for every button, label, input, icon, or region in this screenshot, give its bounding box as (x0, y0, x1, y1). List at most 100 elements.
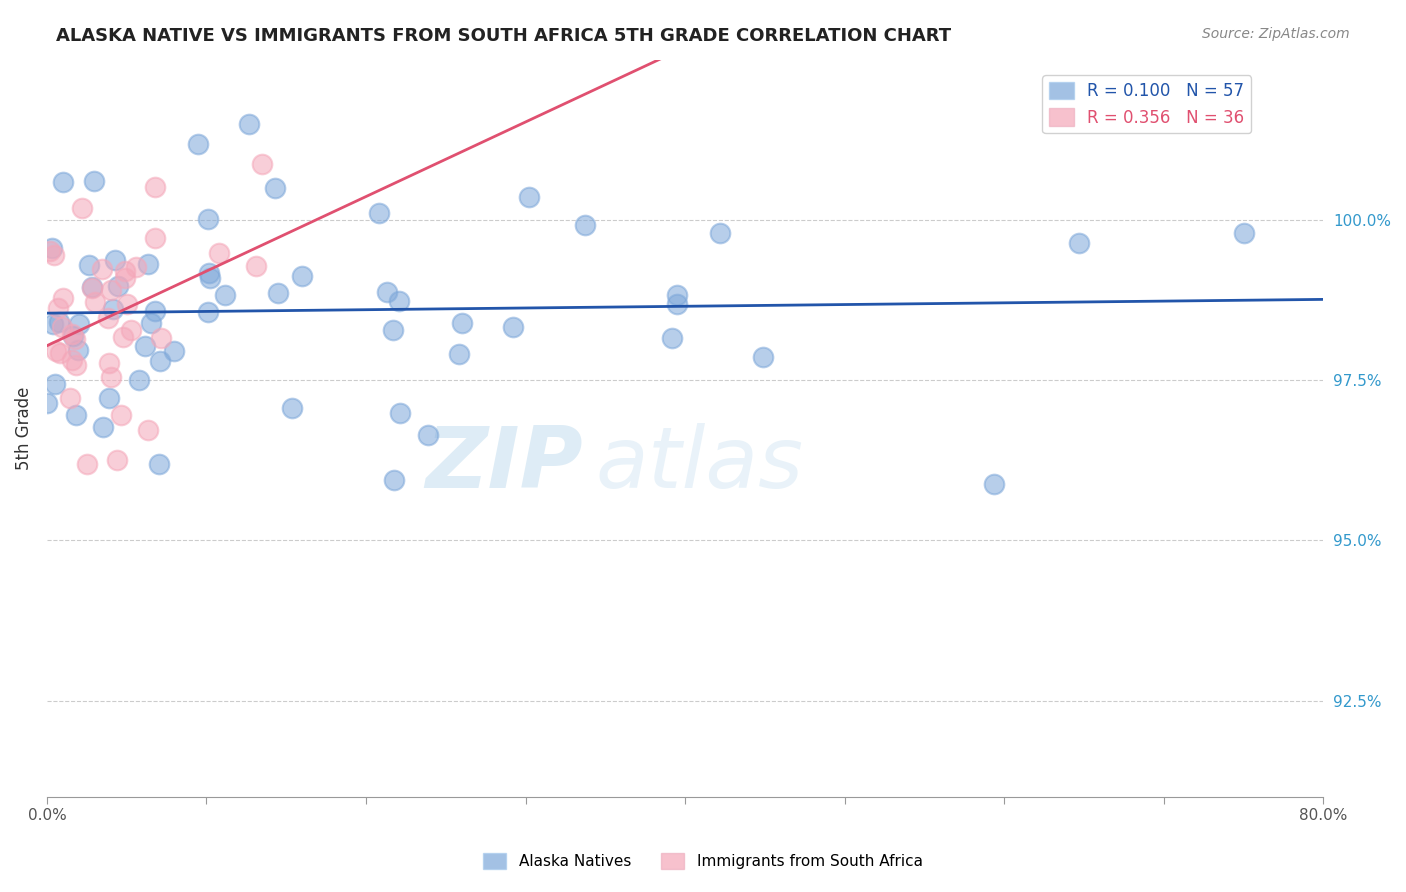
Point (368, 206, 391, 220)
Point (100, 283, 122, 297)
Point (77, 258, 100, 272)
Point (62, 328, 84, 343)
Point (42, 317, 65, 331)
Point (148, 457, 170, 471)
Point (100, 370, 122, 384)
Point (143, 230, 166, 244)
Point (52, 175, 75, 189)
Point (63, 332, 86, 346)
Point (388, 406, 411, 420)
Point (150, 331, 173, 345)
Point (98, 356, 121, 370)
Point (245, 259, 267, 273)
Point (381, 323, 404, 337)
Point (128, 373, 150, 387)
Point (84, 294, 107, 309)
Point (134, 339, 156, 353)
Point (208, 245, 231, 260)
Point (52, 291, 75, 305)
Point (267, 286, 290, 301)
Point (665, 297, 688, 311)
Point (70, 201, 93, 215)
Point (238, 117, 260, 131)
Point (187, 136, 209, 151)
Point (139, 317, 162, 331)
Point (200, 271, 222, 285)
Point (41, 241, 63, 255)
Text: ALASKA NATIVE VS IMMIGRANTS FROM SOUTH AFRICA 5TH GRADE CORRELATION CHART: ALASKA NATIVE VS IMMIGRANTS FROM SOUTH A… (56, 27, 952, 45)
Point (90, 261, 112, 276)
Legend: Alaska Natives, Immigrants from South Africa: Alaska Natives, Immigrants from South Af… (477, 847, 929, 875)
Point (111, 330, 134, 344)
Point (48, 315, 70, 329)
Point (382, 473, 405, 487)
Point (44, 376, 66, 391)
Point (661, 331, 683, 345)
Point (197, 212, 219, 227)
Point (125, 260, 148, 274)
Point (110, 408, 132, 422)
Point (416, 428, 439, 442)
Point (105, 452, 128, 467)
Point (120, 323, 142, 337)
Text: Source: ZipAtlas.com: Source: ZipAtlas.com (1202, 27, 1350, 41)
Point (83, 174, 105, 188)
Point (97, 311, 120, 326)
Text: ZIP: ZIP (426, 424, 583, 507)
Point (91, 419, 114, 434)
Point (48, 346, 70, 360)
Point (51, 320, 73, 334)
Point (82, 279, 104, 293)
Point (983, 477, 1005, 491)
Point (69, 317, 91, 331)
Point (291, 268, 314, 283)
Point (60, 326, 83, 341)
Point (163, 343, 186, 358)
Point (751, 350, 773, 364)
Point (101, 301, 124, 316)
Point (38, 244, 60, 259)
Point (709, 226, 731, 240)
Point (76, 457, 98, 471)
Point (388, 293, 411, 308)
Point (104, 252, 127, 267)
Point (197, 305, 219, 319)
Point (44, 248, 66, 262)
Point (114, 270, 136, 285)
Point (574, 219, 596, 233)
Point (136, 423, 159, 437)
Y-axis label: 5th Grade: 5th Grade (15, 386, 32, 470)
Point (1232, 227, 1254, 241)
Point (250, 157, 273, 171)
Point (65, 359, 87, 373)
Legend: R = 0.100   N = 57, R = 0.356   N = 36: R = 0.100 N = 57, R = 0.356 N = 36 (1042, 75, 1251, 133)
Point (280, 401, 302, 416)
Point (502, 319, 524, 334)
Point (66, 343, 89, 357)
Point (665, 288, 688, 302)
Point (1067, 236, 1090, 251)
Point (45, 344, 67, 359)
Point (114, 264, 136, 278)
Point (138, 257, 160, 271)
Point (375, 285, 398, 299)
Point (143, 304, 166, 318)
Point (35, 396, 58, 410)
Point (214, 287, 236, 301)
Point (149, 353, 172, 368)
Point (107, 279, 129, 293)
Point (117, 297, 139, 311)
Point (80, 281, 103, 295)
Point (519, 189, 541, 203)
Point (46, 301, 69, 315)
Point (143, 180, 166, 194)
Point (62, 352, 84, 367)
Text: atlas: atlas (596, 424, 804, 507)
Point (65, 408, 87, 422)
Point (449, 347, 471, 361)
Point (97, 391, 120, 405)
Point (59, 391, 82, 405)
Point (263, 181, 285, 195)
Point (198, 266, 221, 280)
Point (450, 316, 472, 330)
